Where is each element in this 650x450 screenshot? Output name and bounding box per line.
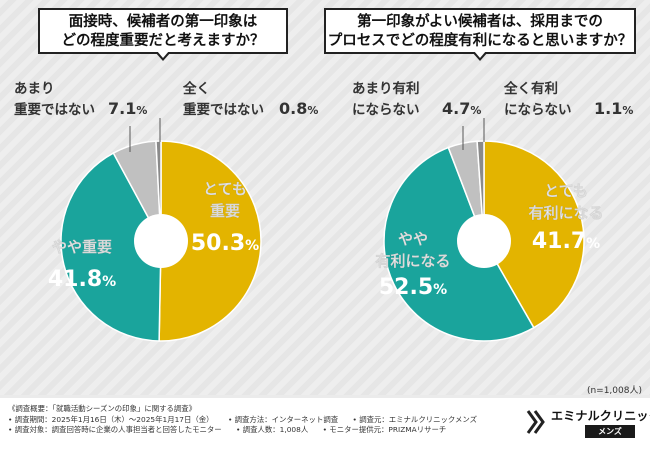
chart2-slice-1-percent: 41.7%	[532, 229, 600, 254]
chart1-slice-4-label-line-2: 重要ではない	[183, 101, 264, 118]
chart1-slice-1-percent: 50.3%	[191, 231, 259, 256]
survey-target: • 調査対象：調査回答時に企業の人事担当者と回答したモニター	[8, 425, 222, 434]
chart1-title: 面接時、候補者の第一印象は どの程度重要だと考えますか？	[38, 8, 288, 61]
survey-count: • 調査人数：1,008人	[236, 425, 309, 434]
logo-sub: メンズ	[585, 425, 635, 438]
chart1-center-hole	[134, 214, 188, 268]
survey-notes-line2: • 調査期間：2025年1月16日（木）～2025年1月17日（金） • 調査方…	[8, 415, 489, 426]
chart1-slice-3-percent: 7.1%	[108, 99, 147, 118]
chart1-slice-2-percent: 41.8%	[48, 267, 116, 292]
survey-notes-line3: • 調査対象：調査回答時に企業の人事担当者と回答したモニター • 調査人数：1,…	[8, 425, 489, 436]
chart1-slice-3-label-line-1: あまり	[14, 81, 55, 97]
chart2-slice-3-label-line-2: にならない	[352, 102, 420, 118]
chart1-slice-4-label-line-1: 全く	[182, 80, 210, 97]
chart2-slice-1	[483, 140, 585, 329]
survey-source: • 調査元：エミナルクリニックメンズ	[352, 414, 478, 424]
chart2-slice-4-percent: 1.1%	[594, 99, 633, 118]
sample-size-note: (n=1,008人)	[586, 386, 642, 396]
chart2-slice-4-label-line-1: 全く有利	[503, 80, 558, 97]
chart1-slice-1-label-line-1: とても	[203, 180, 247, 198]
chart2-slice-1-label-line-2: 有利になる	[528, 204, 603, 222]
chart2-slice-2-label-line-2: 有利になる	[375, 252, 450, 270]
chart1-slice-1	[158, 140, 262, 342]
chart2-slice-3-label-line-1: あまり有利	[352, 80, 420, 97]
survey-period: • 調査期間：2025年1月16日（木）～2025年1月17日（金）	[8, 414, 214, 424]
chart2-center-hole	[457, 214, 511, 268]
survey-provider: • モニター提供元：PRIZMAリサーチ	[322, 425, 447, 434]
chart1-slice-1-label-line-2: 重要	[210, 202, 240, 220]
survey-notes: 《調査概要：「就職活動シーズンの印象」に関する調査》 • 調査期間：2025年1…	[8, 404, 489, 436]
chart1-slice-4-percent: 0.8%	[279, 99, 318, 118]
logo-mark-icon	[526, 410, 545, 434]
survey-method: • 調査方法：インターネット調査	[227, 414, 339, 424]
footer: 《調査概要：「就職活動シーズンの印象」に関する調査》 • 調査期間：2025年1…	[0, 398, 650, 450]
chart2-slice-3-percent: 4.7%	[442, 99, 481, 118]
chart2-title: 第一印象がよい候補者は、採用までの プロセスでどの程度有利になると思いますか？	[324, 8, 636, 61]
chart2-slice-2-percent: 52.5%	[379, 275, 447, 300]
logo-brand: エミナルクリニック	[551, 409, 650, 423]
survey-title: 《調査概要：「就職活動シーズンの印象」に関する調査》	[8, 404, 197, 413]
chart1-slice-2-label-line-1: やや重要	[52, 238, 112, 256]
chart2-title-line1: 第一印象がよい候補者は、採用までの	[357, 14, 603, 30]
chart1-title-line1: 面接時、候補者の第一印象は	[68, 14, 258, 30]
chart1-slice-3-label-line-2: 重要ではない	[14, 101, 95, 118]
chart2-title-line2: プロセスでどの程度有利になると思いますか？	[327, 33, 633, 49]
chart2-slice-2-label-line-1: やや	[398, 230, 428, 248]
chart2-slice-4-label-line-2: にならない	[504, 102, 572, 118]
chart2-slice-1-label-line-1: とても	[544, 182, 588, 200]
chart1-title-line2: どの程度重要だと考えますか？	[61, 33, 265, 49]
survey-notes-line1: 《調査概要：「就職活動シーズンの印象」に関する調査》	[8, 404, 489, 415]
chart1-slice-2	[60, 152, 162, 342]
clinic-logo: エミナルクリニック メンズ	[525, 407, 650, 443]
